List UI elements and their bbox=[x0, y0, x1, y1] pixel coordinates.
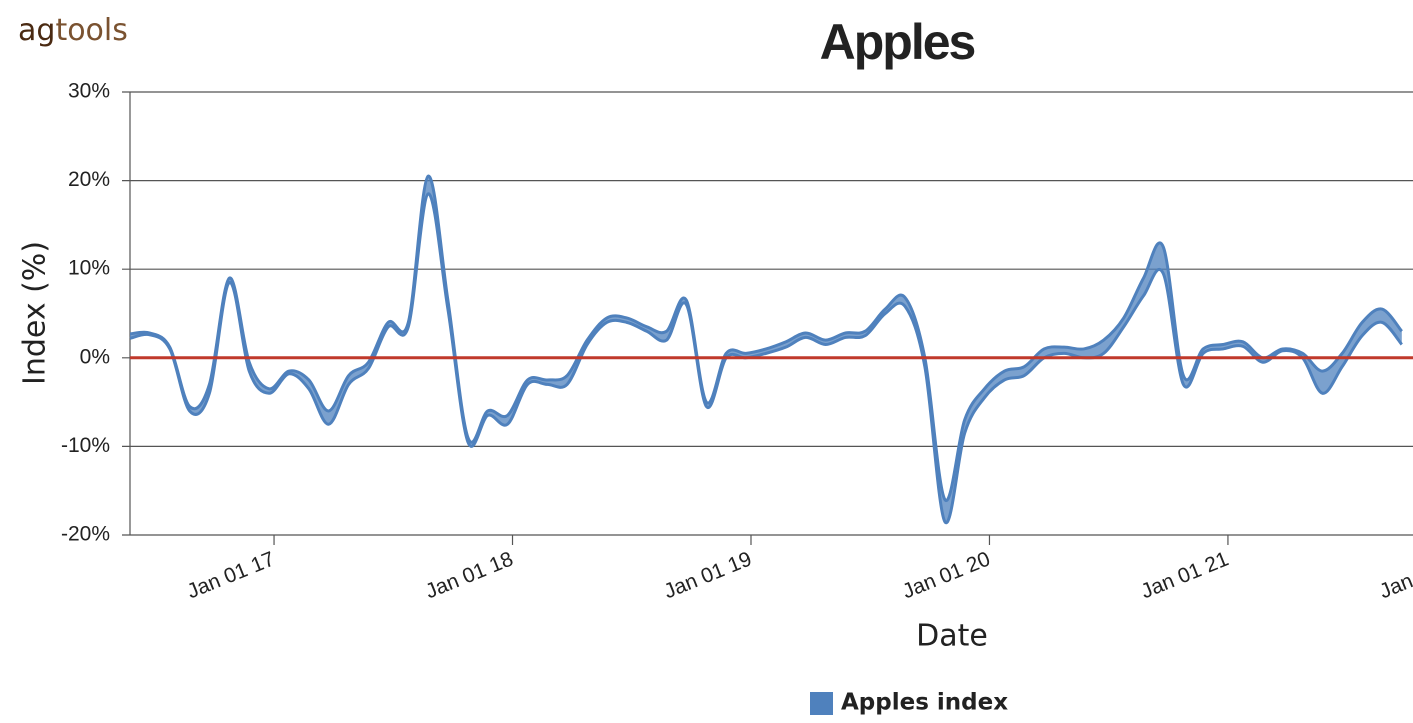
y-tick-label: 30% bbox=[68, 80, 110, 103]
legend-label: Apples index bbox=[841, 690, 1008, 716]
y-tick-label: 20% bbox=[68, 168, 110, 191]
x-tick-label: Jan 01 17 bbox=[184, 547, 278, 603]
y-tick-label: 0% bbox=[80, 345, 110, 368]
y-tick-label: -10% bbox=[61, 434, 110, 457]
x-axis-label: Date bbox=[916, 619, 988, 654]
y-axis-label: Index (%) bbox=[18, 241, 53, 385]
x-tick-label: Jan 01 20 bbox=[899, 547, 993, 603]
legend-swatch bbox=[810, 692, 833, 715]
logo-suffix: tools bbox=[55, 13, 127, 48]
high-line bbox=[129, 174, 1403, 502]
y-tick-label: 10% bbox=[68, 257, 110, 280]
logo: agtools bbox=[18, 13, 128, 48]
x-tick-label: Jan 01 19 bbox=[661, 547, 755, 603]
y-tick-label: -20% bbox=[61, 523, 110, 546]
logo-prefix: ag bbox=[18, 13, 55, 48]
x-tick-label: Jan 01 22 bbox=[1376, 547, 1413, 603]
chart-title: Apples bbox=[820, 14, 975, 70]
x-tick-label: Jan 01 21 bbox=[1138, 547, 1232, 603]
x-tick-label: Jan 01 18 bbox=[422, 547, 516, 603]
